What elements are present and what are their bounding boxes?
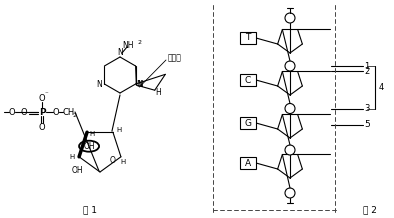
Text: N: N <box>138 80 143 89</box>
Bar <box>240 157 256 169</box>
Circle shape <box>285 104 295 114</box>
Text: 5: 5 <box>364 120 370 129</box>
Circle shape <box>285 61 295 71</box>
Circle shape <box>285 188 295 198</box>
Text: C: C <box>245 75 251 85</box>
Text: H: H <box>89 131 95 137</box>
Text: N: N <box>97 80 102 89</box>
Text: 图 2: 图 2 <box>363 206 377 215</box>
Text: 图 1: 图 1 <box>83 206 97 215</box>
Text: 2: 2 <box>364 67 370 76</box>
Text: N: N <box>117 48 123 56</box>
Circle shape <box>285 145 295 155</box>
Text: O: O <box>9 107 15 116</box>
Text: N: N <box>136 80 142 89</box>
Text: H: H <box>155 88 161 97</box>
Text: O: O <box>39 123 45 131</box>
Text: ⁻: ⁻ <box>44 91 48 97</box>
Text: H: H <box>69 154 75 160</box>
Text: P: P <box>39 107 45 116</box>
Bar <box>240 74 256 86</box>
Text: H: H <box>120 159 126 165</box>
Text: CH: CH <box>63 107 75 116</box>
Bar <box>240 117 256 129</box>
Text: 4: 4 <box>378 83 384 92</box>
Text: OH: OH <box>71 166 83 175</box>
Text: 2: 2 <box>138 39 142 44</box>
Text: 2: 2 <box>73 112 77 118</box>
Text: NH: NH <box>122 41 134 49</box>
Text: OH: OH <box>83 142 95 151</box>
Text: O: O <box>53 107 59 116</box>
Text: O: O <box>39 94 45 102</box>
Text: T: T <box>245 34 251 43</box>
Text: 腺嘌呤: 腺嘌呤 <box>168 53 182 63</box>
Text: H: H <box>116 127 122 133</box>
Circle shape <box>285 13 295 23</box>
Bar <box>240 32 256 44</box>
Text: O: O <box>21 107 27 116</box>
Text: G: G <box>245 119 251 128</box>
Text: 1: 1 <box>364 61 370 70</box>
Text: 3: 3 <box>364 104 370 113</box>
Text: A: A <box>245 158 251 167</box>
Text: O: O <box>110 156 115 165</box>
